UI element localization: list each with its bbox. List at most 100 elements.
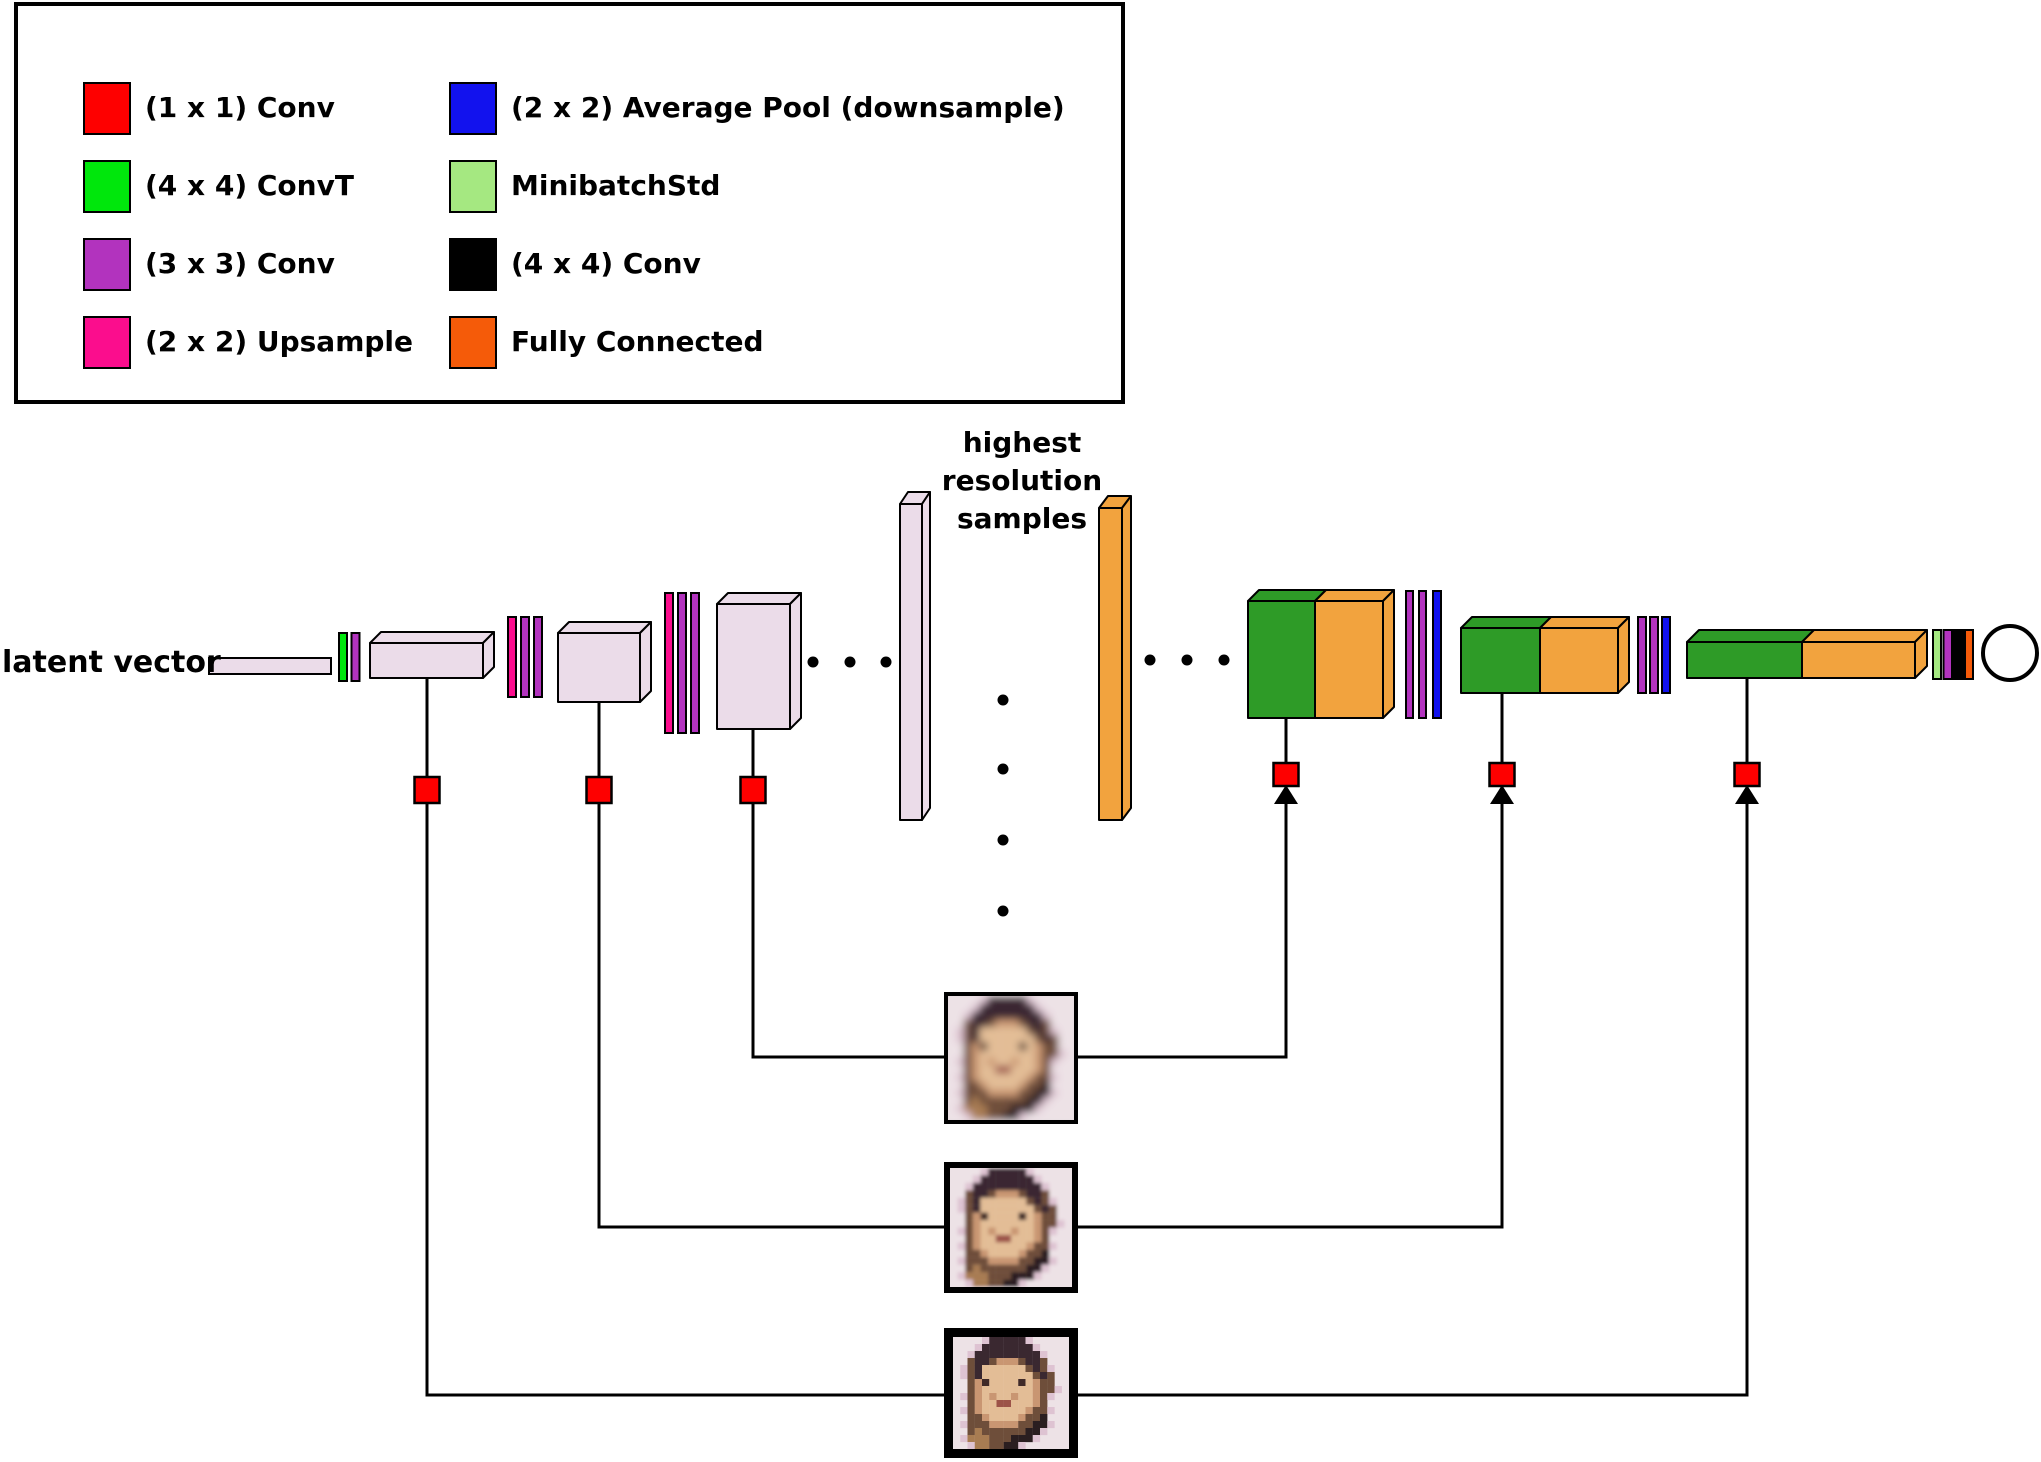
dot xyxy=(880,656,892,668)
legend-label: Fully Connected xyxy=(511,325,764,358)
upsample-2x2-bar xyxy=(664,592,674,734)
skip-connection-lines xyxy=(425,678,1749,1397)
convt-4x4-bar xyxy=(338,632,348,682)
legend-swatch-convt_green xyxy=(83,159,131,213)
face-sample-images xyxy=(944,992,1078,1458)
block-top-face-orange xyxy=(1539,616,1630,629)
upsample-2x2-bar xyxy=(507,616,517,698)
arrow-up-icon xyxy=(1490,785,1514,804)
slab-side-face xyxy=(1121,495,1132,821)
discriminator-chain xyxy=(1247,589,2039,719)
conv-1x1-torgb-node xyxy=(739,775,767,805)
block-front-face xyxy=(716,603,791,730)
face-sample-1 xyxy=(944,992,1078,1124)
conv-1x1-nodes xyxy=(413,761,1761,805)
highest-resolution-samples-label: highest resolution samples xyxy=(941,426,1103,535)
conv-3x3-bar xyxy=(533,616,543,698)
ellipsis-dots xyxy=(807,654,1230,917)
block-top-face xyxy=(557,621,652,634)
dot xyxy=(844,656,856,668)
legend: (1 x 1) Conv (4 x 4) ConvT (3 x 3) Conv (2 … xyxy=(14,2,1125,404)
conv-1x1-torgb-node xyxy=(413,775,441,805)
conv-3x3-bar xyxy=(350,632,361,682)
minibatchstd-bar xyxy=(1932,629,1942,680)
avgpool-2x2-bar xyxy=(1432,590,1442,719)
legend-label: (2 x 2) Average Pool (downsample) xyxy=(511,91,1065,124)
legend-label: (4 x 4) ConvT xyxy=(145,169,354,202)
block-top-face xyxy=(369,631,495,644)
block-front-face-orange xyxy=(1314,600,1384,719)
block-front-face-green xyxy=(1686,641,1803,679)
conv-3x3-bar xyxy=(1649,616,1659,694)
legend-swatch-upsample_pink xyxy=(83,315,131,369)
block-side-face xyxy=(639,621,652,703)
slab-front-face xyxy=(1098,507,1123,821)
generator-feature-block-3 xyxy=(716,592,802,730)
block-front-face-green xyxy=(1247,600,1316,719)
block-front-face-orange xyxy=(1801,641,1916,679)
avgpool-2x2-bar xyxy=(1661,616,1671,694)
generator-feature-block-1 xyxy=(369,631,495,679)
legend-swatch-conv4_black xyxy=(449,237,497,291)
block-top-face-green xyxy=(1460,616,1552,629)
dot xyxy=(807,656,819,668)
legend-swatch-avgpool_blue xyxy=(449,81,497,135)
conv-3x3-bar xyxy=(1637,616,1647,694)
generator-highest-res-slab xyxy=(899,491,931,821)
discriminator-highest-res-slab xyxy=(1098,495,1132,821)
legend-swatch-conv3_purple xyxy=(83,237,131,291)
block-top-face-green xyxy=(1247,589,1327,602)
conv-1x1-fromrgb-node xyxy=(1488,761,1516,788)
block-top-face-green xyxy=(1686,629,1815,643)
conv-3x3-bar xyxy=(520,616,530,698)
block-top-face xyxy=(716,592,802,605)
block-side-face xyxy=(1382,589,1395,719)
slab-front-face xyxy=(899,503,923,821)
conv-3x3-bar xyxy=(1942,629,1953,680)
generator-feature-block-2 xyxy=(557,621,652,703)
conv-4x4-bar xyxy=(1953,629,1964,680)
arrowheads xyxy=(1274,785,1759,804)
arrow-up-icon xyxy=(1274,785,1298,804)
block-side-face xyxy=(1617,616,1630,694)
dot xyxy=(997,834,1009,846)
dot xyxy=(1144,654,1156,666)
legend-label: (3 x 3) Conv xyxy=(145,247,335,280)
generator-torgb-line-high-res xyxy=(751,729,944,1059)
discriminator-feature-block-3 xyxy=(1686,629,1928,679)
dot xyxy=(997,763,1009,775)
discriminator-fromrgb-line-mid-res xyxy=(1078,693,1504,1229)
block-top-face-orange xyxy=(1314,589,1395,602)
conv-3x3-bar xyxy=(1418,590,1427,719)
generator-torgb-line-low-res xyxy=(425,678,944,1397)
block-side-face xyxy=(789,592,802,730)
face-sample-3 xyxy=(944,1328,1078,1458)
block-front-face xyxy=(557,632,641,703)
latent-vector-label: latent vector xyxy=(2,645,221,680)
latent-vector-bar xyxy=(208,657,332,675)
discriminator-fromrgb-line-low-res xyxy=(1078,678,1749,1397)
conv-3x3-bar xyxy=(1405,590,1414,719)
legend-label: (4 x 4) Conv xyxy=(511,247,701,280)
legend-label: (2 x 2) Upsample xyxy=(145,325,414,358)
dot xyxy=(1181,654,1193,666)
block-front-face-orange xyxy=(1539,627,1619,694)
fully-connected-bar xyxy=(1964,629,1974,680)
conv-1x1-torgb-node xyxy=(585,775,613,805)
conv-1x1-fromrgb-node xyxy=(1272,761,1300,788)
legend-swatch-conv1_red xyxy=(83,81,131,135)
conv-3x3-bar xyxy=(690,592,700,734)
slab-side-face xyxy=(921,491,931,821)
block-top-face-orange xyxy=(1801,629,1928,643)
discriminator-fromrgb-line-high-res xyxy=(1078,718,1288,1059)
dot xyxy=(1218,654,1230,666)
arrow-up-icon xyxy=(1735,785,1759,804)
dot xyxy=(997,694,1009,706)
discriminator-feature-block-2 xyxy=(1460,616,1630,694)
face-sample-2 xyxy=(944,1162,1078,1293)
legend-swatch-minibatch_green xyxy=(449,159,497,213)
legend-label: MinibatchStd xyxy=(511,169,721,202)
block-front-face-green xyxy=(1460,627,1541,694)
generator-torgb-line-mid-res xyxy=(597,702,944,1229)
